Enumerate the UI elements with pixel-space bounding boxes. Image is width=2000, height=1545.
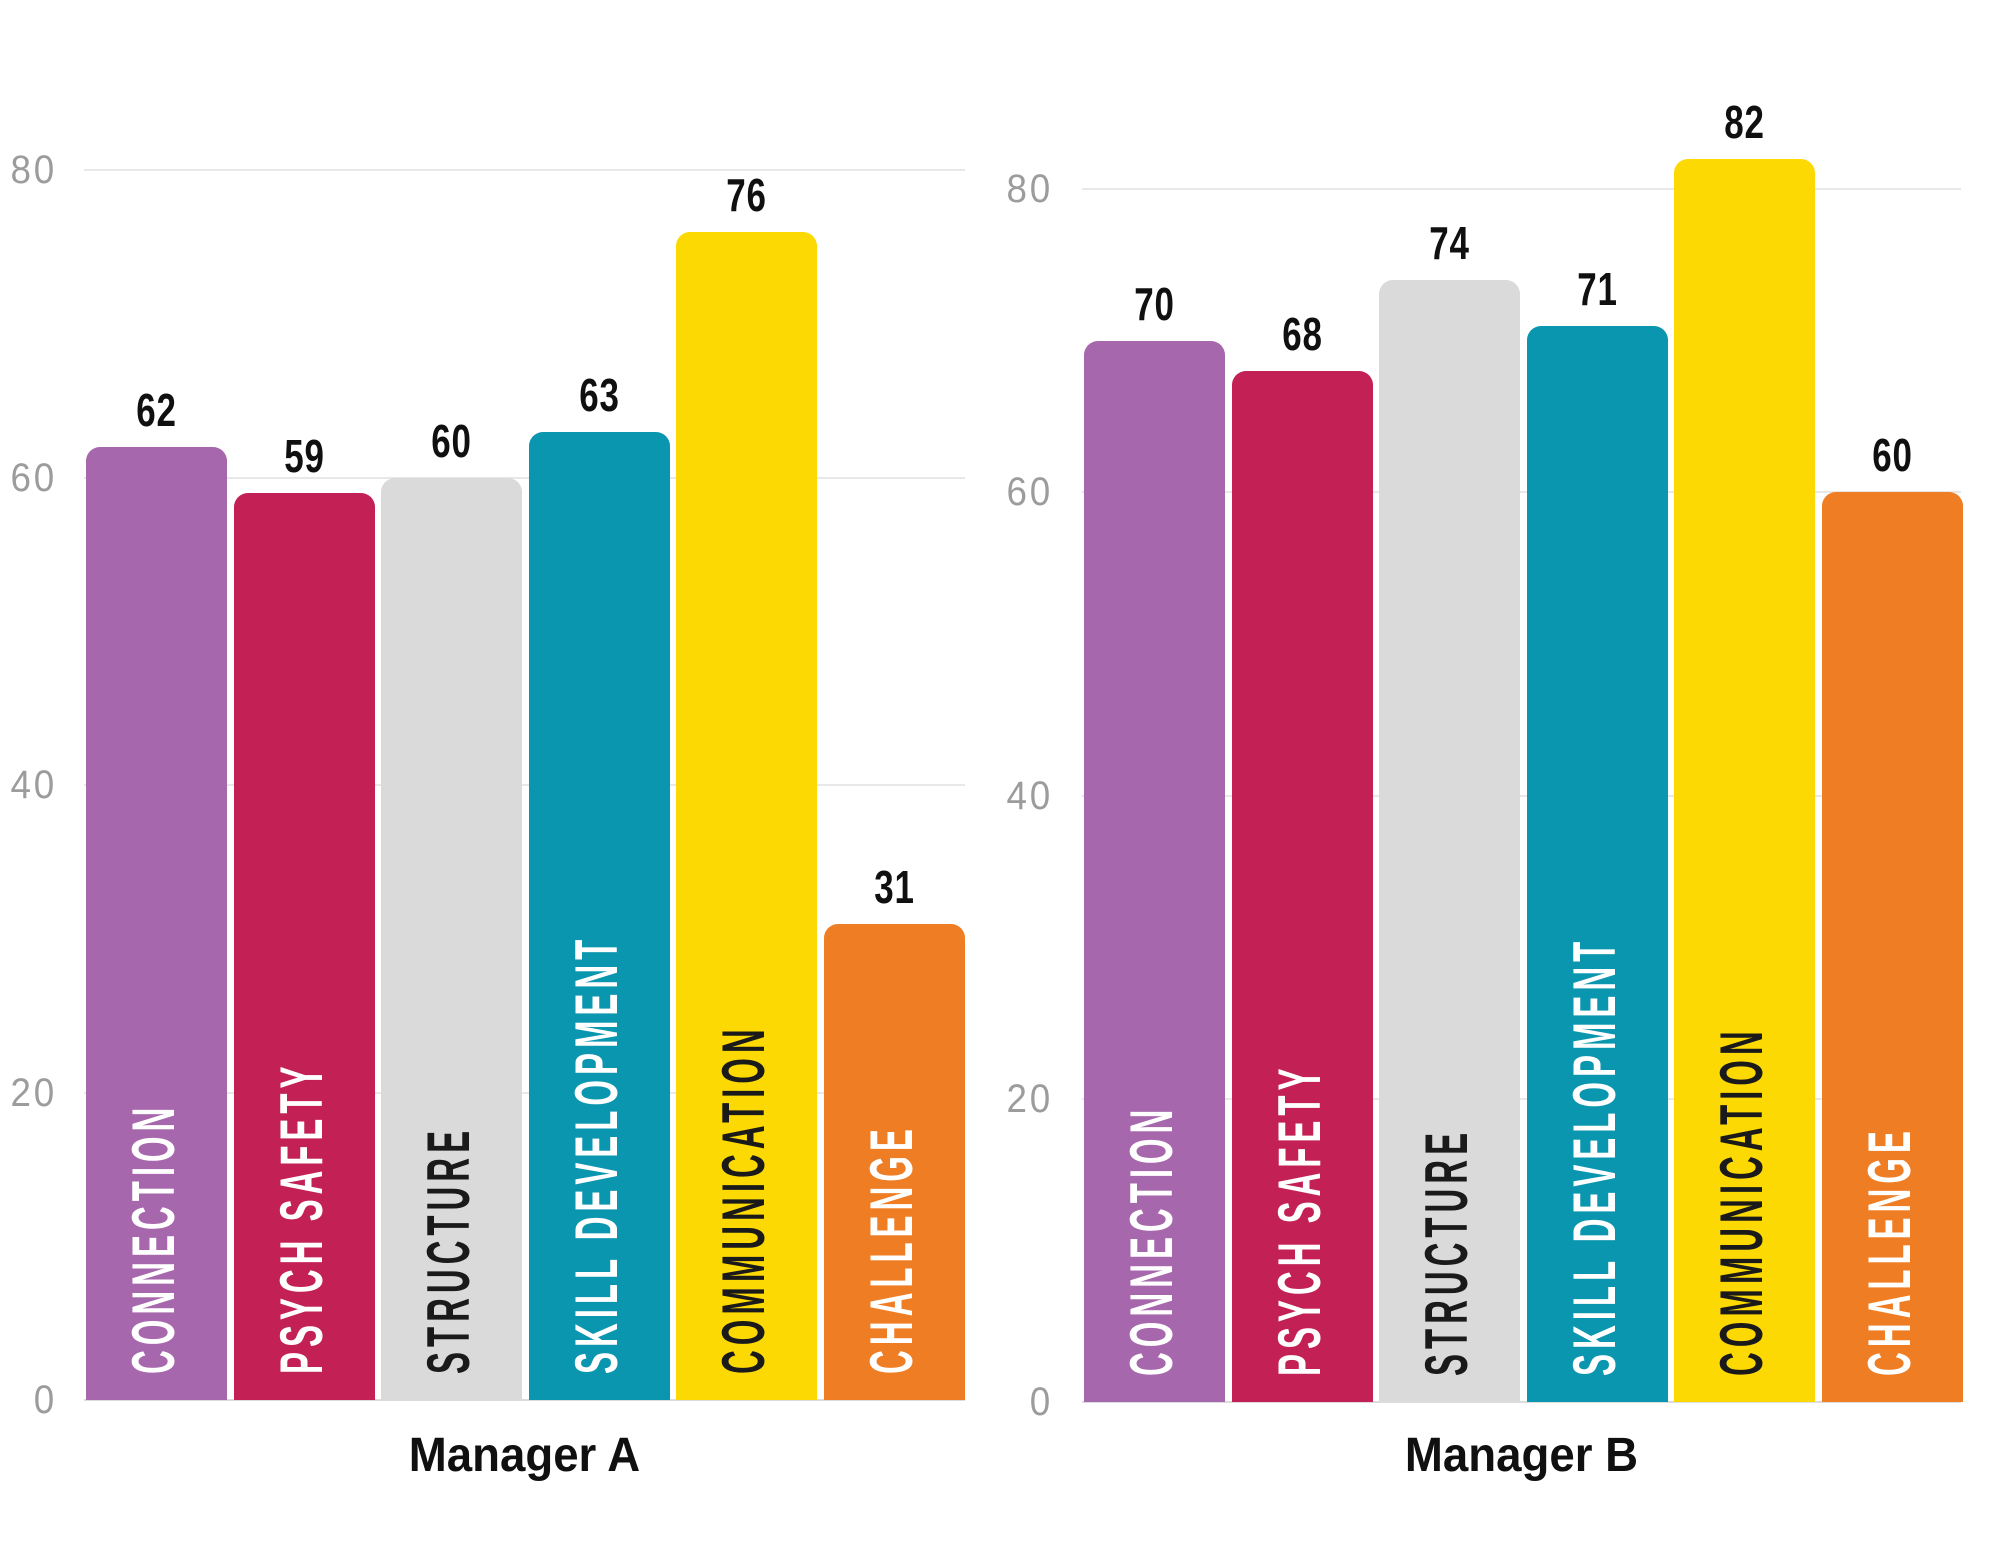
bar-structure: 74 STRUCTURE — [1379, 220, 1520, 1402]
bar-value-label: 60 — [1872, 429, 1913, 481]
bar-category-label: CHALLENGE — [857, 1124, 925, 1374]
y-tick-label-60: 60 — [1006, 470, 1053, 515]
bar-category-label: PSYCH SAFETY — [267, 1061, 335, 1374]
bar-category-label: COMMUNICATION — [1707, 1026, 1775, 1376]
bar-communication: 76 COMMUNICATION — [676, 172, 817, 1400]
bar-value-label: 82 — [1724, 96, 1765, 148]
y-tick-label-80: 80 — [1006, 167, 1053, 212]
bar-communication: 82 COMMUNICATION — [1674, 99, 1815, 1402]
bar-connection: 70 CONNECTION — [1084, 281, 1225, 1402]
y-tick-label-20: 20 — [1006, 1076, 1053, 1121]
bar-value-label: 62 — [136, 384, 177, 436]
y-tick-label-80: 80 — [10, 148, 57, 193]
y-tick-label-0: 0 — [33, 1378, 57, 1422]
bar-category-label: STRUCTURE — [1412, 1127, 1480, 1376]
bar-category-label: CONNECTION — [1117, 1104, 1185, 1376]
chart-a-title: Manager A — [408, 1429, 641, 1482]
bar-category-label: CONNECTION — [119, 1102, 187, 1374]
bar-value-label: 68 — [1282, 308, 1323, 360]
bar-value-label: 31 — [874, 861, 915, 913]
bar-psych-safety: 59 PSYCH SAFETY — [234, 433, 375, 1400]
bar-skill-development: 63 SKILL DEVELOPMENT — [529, 372, 670, 1400]
y-tick-label-40: 40 — [1006, 773, 1053, 818]
y-tick-label-40: 40 — [10, 763, 57, 808]
y-tick-label-60: 60 — [10, 455, 57, 500]
gridline-40 — [1082, 794, 1961, 797]
bar-category-label: SKILL DEVELOPMENT — [562, 934, 630, 1374]
bar-value-label: 70 — [1134, 278, 1175, 330]
bar-value-label: 74 — [1429, 217, 1470, 269]
bar-category-label: PSYCH SAFETY — [1265, 1063, 1333, 1376]
bar-psych-safety: 68 PSYCH SAFETY — [1232, 311, 1373, 1402]
bar-structure: 60 STRUCTURE — [381, 418, 522, 1400]
chart-b-title: Manager B — [1404, 1429, 1639, 1482]
gridline-0 — [84, 1399, 965, 1401]
bar-value-label: 76 — [726, 169, 767, 221]
bar-skill-development: 71 SKILL DEVELOPMENT — [1527, 266, 1668, 1402]
gridline-80 — [1082, 188, 1961, 191]
gridline-20 — [84, 1091, 965, 1094]
bar-value-label: 59 — [284, 430, 325, 482]
y-tick-label-20: 20 — [10, 1070, 57, 1115]
gridline-0 — [1082, 1401, 1961, 1403]
bar-category-label: STRUCTURE — [414, 1125, 482, 1374]
bar-category-label: SKILL DEVELOPMENT — [1560, 936, 1628, 1376]
bar-challenge: 60 CHALLENGE — [1822, 432, 1963, 1402]
bar-challenge: 31 CHALLENGE — [824, 864, 965, 1400]
y-tick-label-0: 0 — [1029, 1380, 1053, 1424]
bar-category-label: CHALLENGE — [1855, 1126, 1923, 1376]
bar-connection: 62 CONNECTION — [86, 387, 227, 1400]
gridline-60 — [1082, 491, 1961, 494]
bar-value-label: 71 — [1577, 263, 1618, 315]
gridline-40 — [84, 784, 965, 787]
bar-value-label: 63 — [579, 369, 620, 421]
bar-category-label: COMMUNICATION — [709, 1024, 777, 1374]
gridline-20 — [1082, 1097, 1961, 1100]
gridline-60 — [84, 476, 965, 479]
bar-value-label: 60 — [431, 415, 472, 467]
gridline-80 — [84, 169, 965, 172]
